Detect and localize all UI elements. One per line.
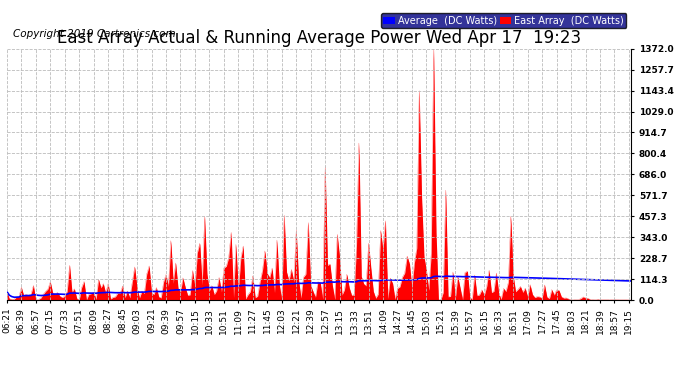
Title: East Array Actual & Running Average Power Wed Apr 17  19:23: East Array Actual & Running Average Powe… bbox=[57, 29, 581, 47]
Text: Copyright 2019 Cartronics.com: Copyright 2019 Cartronics.com bbox=[13, 29, 176, 39]
Legend: Average  (DC Watts), East Array  (DC Watts): Average (DC Watts), East Array (DC Watts… bbox=[381, 13, 627, 28]
